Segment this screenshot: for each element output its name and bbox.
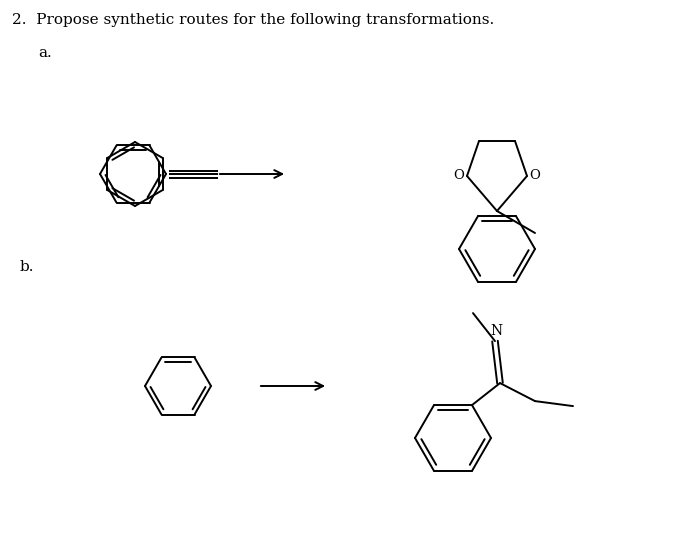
Text: b.: b. — [20, 260, 35, 274]
Text: 2.  Propose synthetic routes for the following transformations.: 2. Propose synthetic routes for the foll… — [12, 13, 494, 27]
Text: N: N — [490, 324, 502, 338]
Text: O: O — [530, 168, 541, 181]
Text: O: O — [454, 168, 464, 181]
Text: a.: a. — [38, 46, 52, 60]
